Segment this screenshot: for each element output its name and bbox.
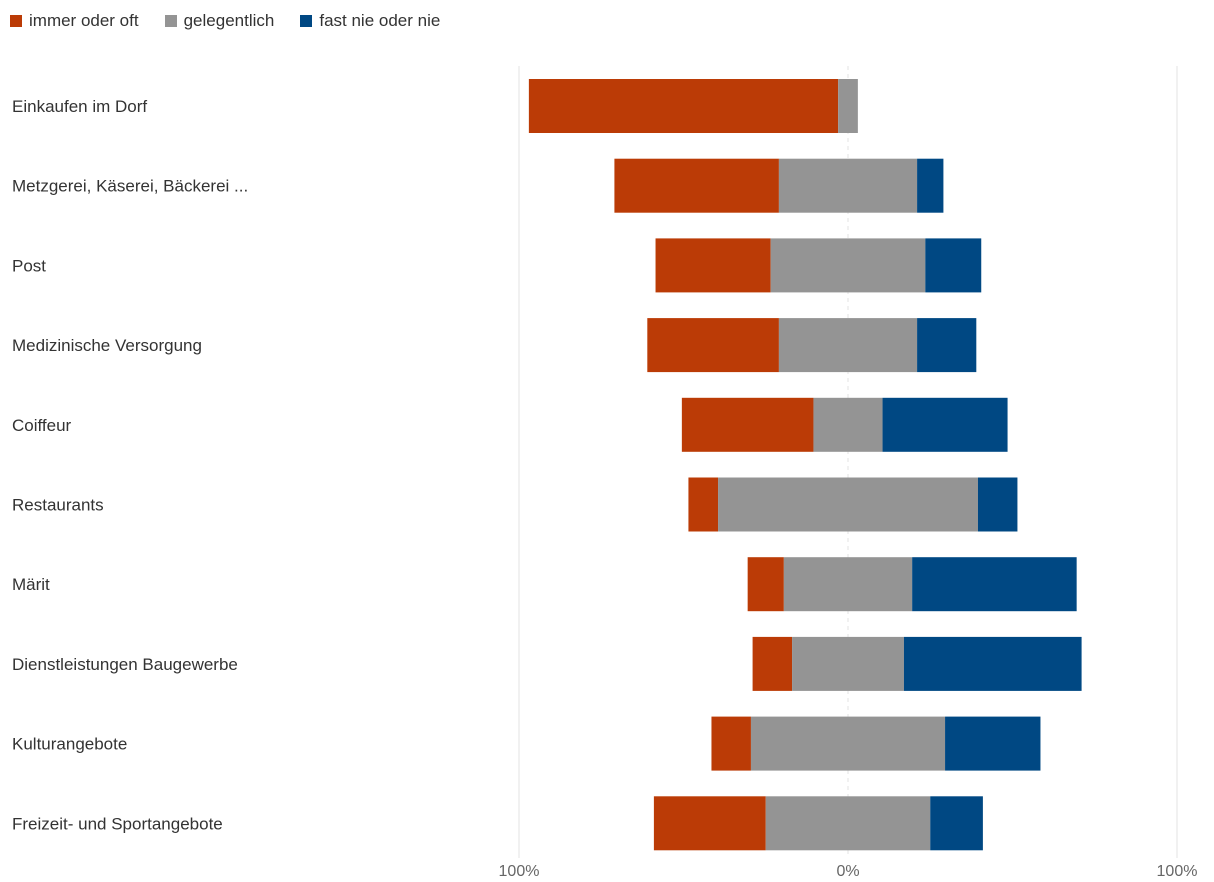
x-tick-label: 0% [836,863,859,880]
category-label: Dienstleistungen Baugewerbe [12,655,238,674]
bar-segment [778,158,918,213]
x-tick-label: 100% [499,863,540,880]
bar-segment [528,79,839,133]
bar-segment [718,477,978,532]
bar-segment [882,397,1008,452]
legend-item[interactable]: fast nie oder nie [300,11,440,31]
legend-swatch [10,15,22,27]
x-tick-label: 100% [1157,863,1198,880]
bar-segment [912,557,1077,612]
legend-label: fast nie oder nie [319,11,441,30]
chart-legend: immer oder oft gelegentlich fast nie oder … [10,8,440,34]
bar-segment [770,238,926,293]
bar-segment [930,796,983,851]
bar-segment [647,318,779,373]
legend-label: immer oder oft [29,11,139,30]
bar-segment [945,716,1041,771]
bar-segment [917,318,977,373]
category-label: Medizinische Versorgung [12,336,202,355]
bar-segment [614,158,779,213]
legend-swatch [164,15,177,27]
bar-segment [747,557,784,612]
bar-segment [792,636,904,691]
category-label: Restaurants [12,496,104,515]
legend-label: gelegentlich [183,11,275,30]
category-label: Freizeit- und Sportangebote [12,814,223,833]
legend-item[interactable]: gelegentlich [164,11,275,31]
category-label: Kulturangebote [12,735,127,754]
bar-segment [653,796,766,851]
bar-segment [765,796,931,851]
category-label: Einkaufen im Dorf [12,97,147,116]
bar-segment [917,158,944,213]
bar-segment [903,636,1082,691]
bar-segment [750,716,946,771]
category-label: Märit [12,575,50,594]
bar-segment [655,238,771,293]
category-label: Post [12,256,46,275]
bar-segment [838,79,858,133]
bar-segment [813,397,883,452]
bar-segment [681,397,814,452]
bar-segment [752,636,793,691]
bar-segment [977,477,1018,532]
bar-segment [778,318,918,373]
bar-segment [783,557,913,612]
legend-swatch [300,15,313,27]
bar-segment [711,716,751,771]
bar-segment [688,477,719,532]
category-label: Metzgerei, Käserei, Bäckerei ... [12,177,248,196]
bar-segment [925,238,982,293]
category-label: Coiffeur [12,416,72,435]
legend-item[interactable]: immer oder oft [10,11,139,31]
